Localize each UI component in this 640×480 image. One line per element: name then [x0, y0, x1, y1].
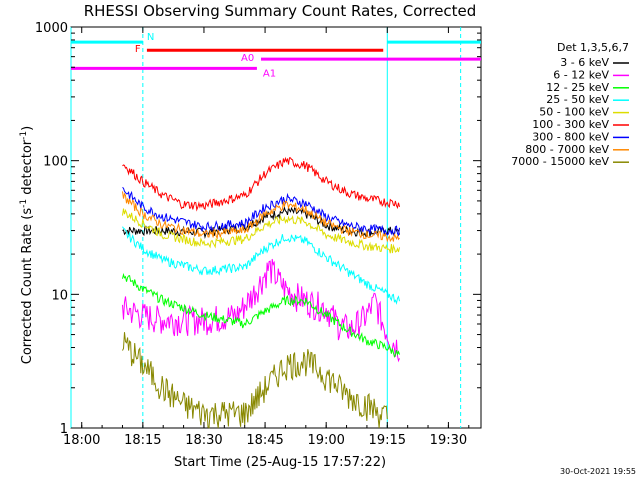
legend-entry-label: 800 - 7000 keV	[525, 143, 609, 156]
status-bar-label: N	[147, 32, 154, 43]
y-tick-label: 1000	[35, 21, 68, 36]
legend-entry-label: 25 - 50 keV	[546, 93, 609, 106]
x-axis-label: Start Time (25-Aug-15 17:57:22)	[174, 455, 386, 470]
x-tick-label: 18:00	[63, 433, 100, 448]
status-bar-label: A1	[263, 68, 276, 79]
plot-area	[70, 26, 482, 429]
status-bars: NF A0 A1	[71, 32, 481, 79]
legend-entry-label: 100 - 300 keV	[532, 118, 609, 131]
chart-title: RHESSI Observing Summary Count Rates, Co…	[84, 2, 477, 20]
x-tick-label: 19:15	[369, 433, 406, 448]
y-tick-label: 100	[43, 155, 68, 170]
data-series	[122, 156, 400, 429]
status-bar-label: F	[135, 44, 141, 55]
vertical-markers	[70, 27, 462, 428]
y-tick-label: 1	[60, 422, 68, 437]
legend-entry-label: 7000 - 15000 keV	[511, 155, 609, 168]
x-tick-label: 19:30	[430, 433, 467, 448]
legend-entry-label: 3 - 6 keV	[560, 56, 609, 69]
x-tick-label: 18:45	[246, 433, 283, 448]
legend-entry-label: 50 - 100 keV	[539, 106, 609, 119]
series-line	[122, 332, 388, 429]
series-line	[122, 208, 400, 254]
series-line	[122, 187, 400, 237]
series-line	[122, 191, 400, 243]
series-line	[122, 258, 400, 363]
legend-entry-label: 6 - 12 keV	[553, 68, 609, 81]
series-line	[122, 226, 400, 305]
legend-entry-label: 12 - 25 keV	[546, 81, 609, 94]
legend-title: Det 1,3,5,6,7	[557, 41, 629, 54]
axes: 18:00 18:15 18:30 18:45 19:00 19:15 19:30 1 10 10…	[35, 21, 481, 448]
x-tick-label: 18:15	[124, 433, 161, 448]
x-tick-label: 18:30	[185, 433, 222, 448]
svg-text:Corrected Count Rate (s-1 dete: Corrected Count Rate (s-1 detector-1)	[19, 126, 35, 364]
y-axis-label: Corrected Count Rate (s-1 detector-1)	[19, 126, 35, 364]
series-line	[122, 272, 400, 358]
x-tick-label: 19:00	[307, 433, 344, 448]
series-line	[122, 156, 400, 212]
legend-entry-label: 300 - 800 keV	[532, 130, 609, 143]
timestamp: 30-Oct-2021 19:55	[560, 467, 636, 476]
y-tick-label: 10	[51, 288, 68, 303]
status-bar-label: A0	[241, 53, 254, 64]
